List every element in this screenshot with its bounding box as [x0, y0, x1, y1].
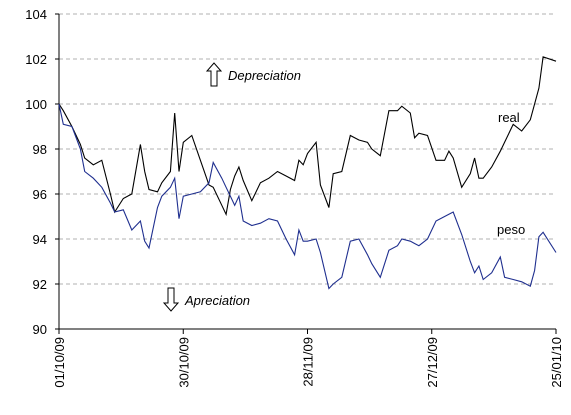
series-label: peso: [497, 222, 525, 237]
y-tick-label: 96: [33, 187, 47, 202]
y-tick-label: 94: [33, 232, 47, 247]
x-tick-label: 01/10/09: [52, 337, 67, 388]
arrow-up-shape: [205, 62, 223, 87]
y-tick-label: 102: [25, 52, 47, 67]
annotation: Apreciation: [184, 293, 250, 308]
x-tick-label: 27/12/09: [425, 337, 440, 388]
x-tick-label: 25/01/10: [549, 337, 564, 388]
x-tick-label: 28/11/09: [301, 337, 316, 387]
series-line: [58, 103, 557, 290]
annotation: Depreciation: [228, 68, 301, 83]
y-tick-label: 90: [33, 322, 47, 337]
y-tick-label: 104: [25, 7, 47, 22]
arrow-up: [205, 62, 223, 87]
series-line: [58, 56, 557, 217]
y-tick-label: 92: [33, 277, 47, 292]
arrow-down-shape: [162, 287, 180, 312]
y-tick-label: 100: [25, 97, 47, 112]
arrow-down: [162, 287, 180, 312]
x-tick-label: 30/10/09: [176, 337, 191, 388]
series-label: real: [498, 110, 520, 125]
y-tick-label: 98: [33, 142, 47, 157]
